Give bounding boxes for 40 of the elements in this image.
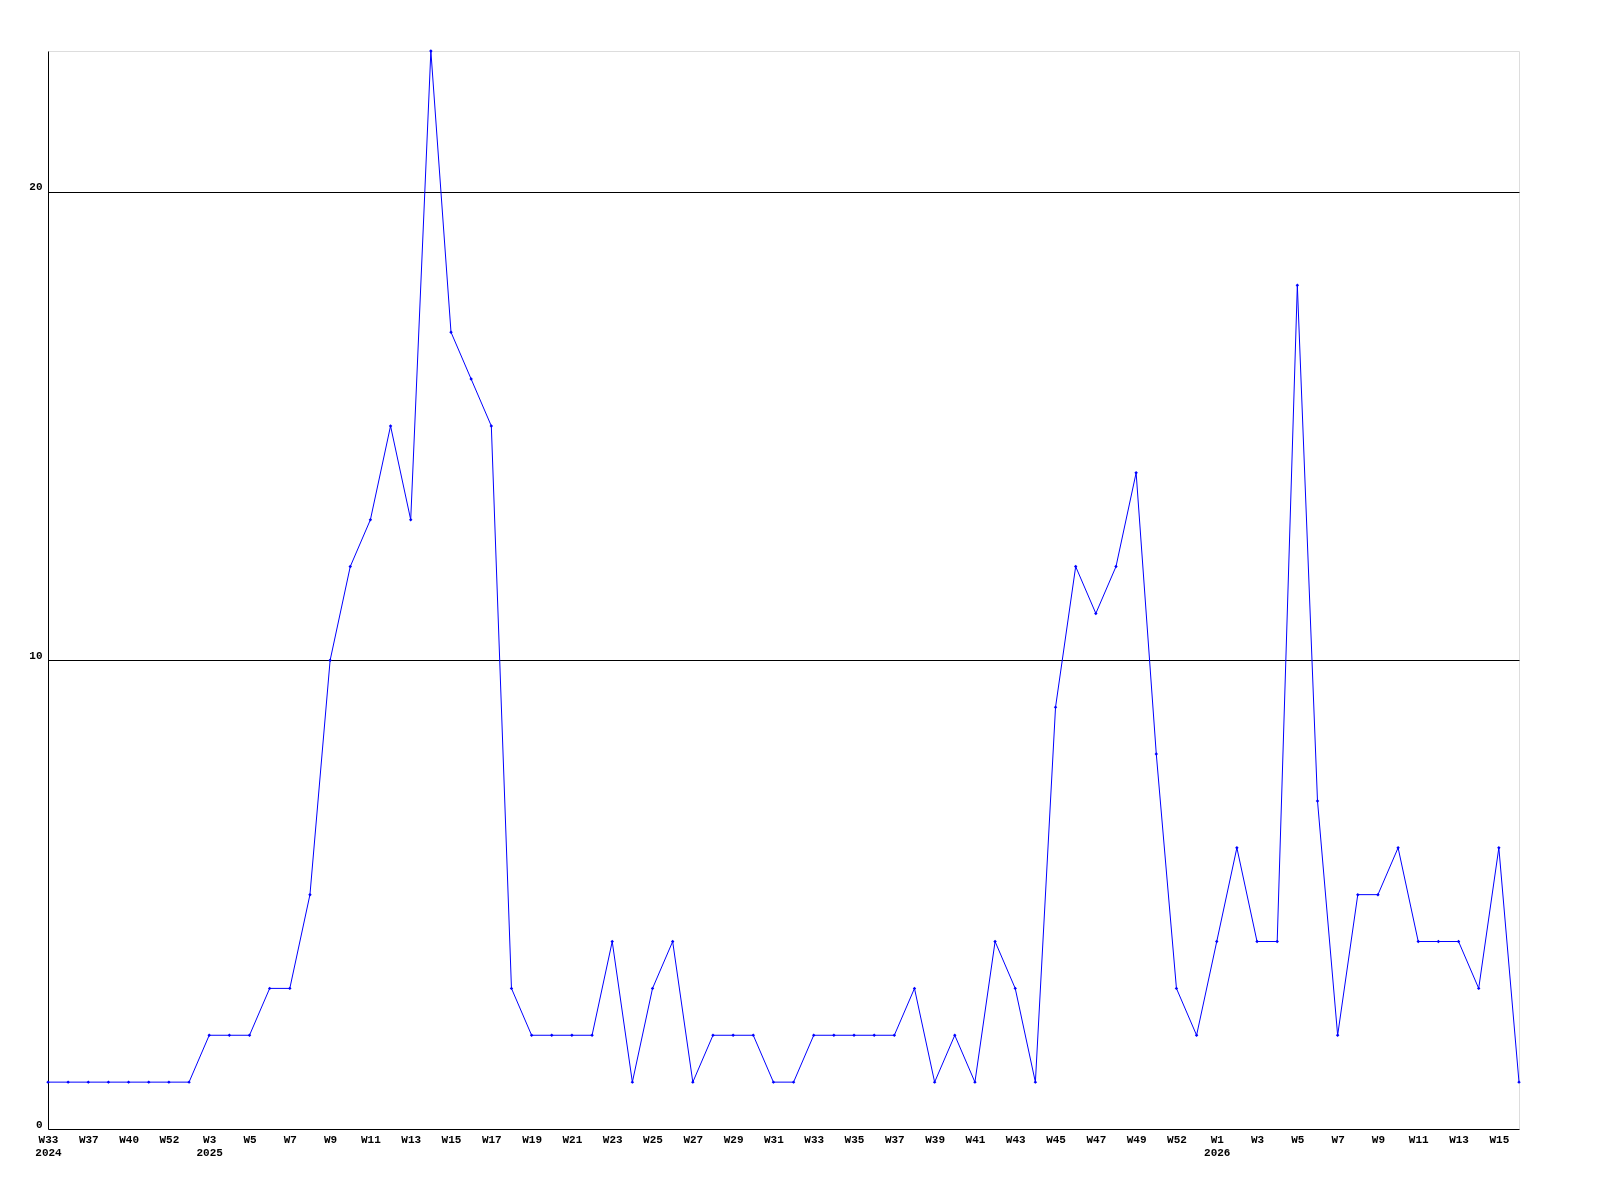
x-tick-label: W7 — [283, 1133, 297, 1146]
x-tick-label: W17 — [481, 1133, 502, 1146]
x-tick-label: W33 2024 — [35, 1133, 63, 1159]
x-tick-label: W47 — [1086, 1133, 1107, 1146]
y-tick-label: 0 — [35, 1118, 43, 1131]
y-tick-label: 10 — [29, 649, 43, 662]
x-tick-label: W5 — [243, 1133, 258, 1146]
x-tick-label: W27 — [683, 1133, 704, 1146]
x-tick-label: W23 — [602, 1133, 624, 1146]
x-tick-label: W37 — [884, 1133, 905, 1146]
x-tick-label: W15 — [1489, 1133, 1510, 1146]
x-tick-label: W40 — [119, 1133, 140, 1146]
x-tick-label: W21 — [562, 1133, 583, 1146]
x-tick-label: W13 — [1449, 1133, 1470, 1146]
x-tick-label: W45 — [1046, 1133, 1067, 1146]
x-tick-label: W9 — [324, 1133, 338, 1146]
x-tick-label: W29 — [723, 1133, 744, 1146]
x-tick-label: W41 — [965, 1133, 986, 1146]
x-tick-label: W3 — [1250, 1133, 1265, 1146]
x-tick-label: W31 — [764, 1133, 785, 1146]
x-tick-label: W9 — [1371, 1133, 1386, 1146]
x-tick-label: W19 — [522, 1133, 543, 1146]
x-tick-label: W13 — [401, 1133, 422, 1146]
x-tick-label: W37 — [78, 1133, 99, 1146]
x-tick-label: W52 — [1167, 1133, 1187, 1146]
x-tick-label: W7 — [1331, 1133, 1345, 1146]
x-tick-label: W33 — [804, 1133, 825, 1146]
x-tick-label: W1 2026 — [1204, 1133, 1231, 1159]
x-tick-label: W39 — [925, 1133, 946, 1146]
x-tick-label: W52 — [159, 1133, 180, 1146]
x-tick-label: W3 2025 — [196, 1133, 224, 1159]
x-tick-label: W5 — [1291, 1133, 1305, 1146]
x-tick-label: W43 — [1005, 1133, 1027, 1146]
x-tick-label: W11 — [1408, 1133, 1430, 1146]
x-tick-label: W25 — [643, 1133, 664, 1146]
x-tick-label: W49 — [1126, 1133, 1147, 1146]
x-tick-label: W35 — [844, 1133, 865, 1146]
x-tick-label: W11 — [361, 1133, 382, 1146]
x-tick-label: W15 — [441, 1133, 462, 1146]
y-tick-label: 20 — [29, 181, 43, 194]
